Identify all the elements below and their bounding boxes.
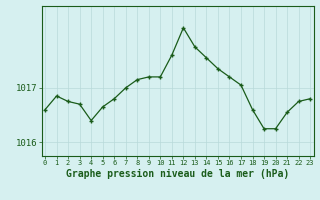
X-axis label: Graphe pression niveau de la mer (hPa): Graphe pression niveau de la mer (hPa) [66,169,289,179]
